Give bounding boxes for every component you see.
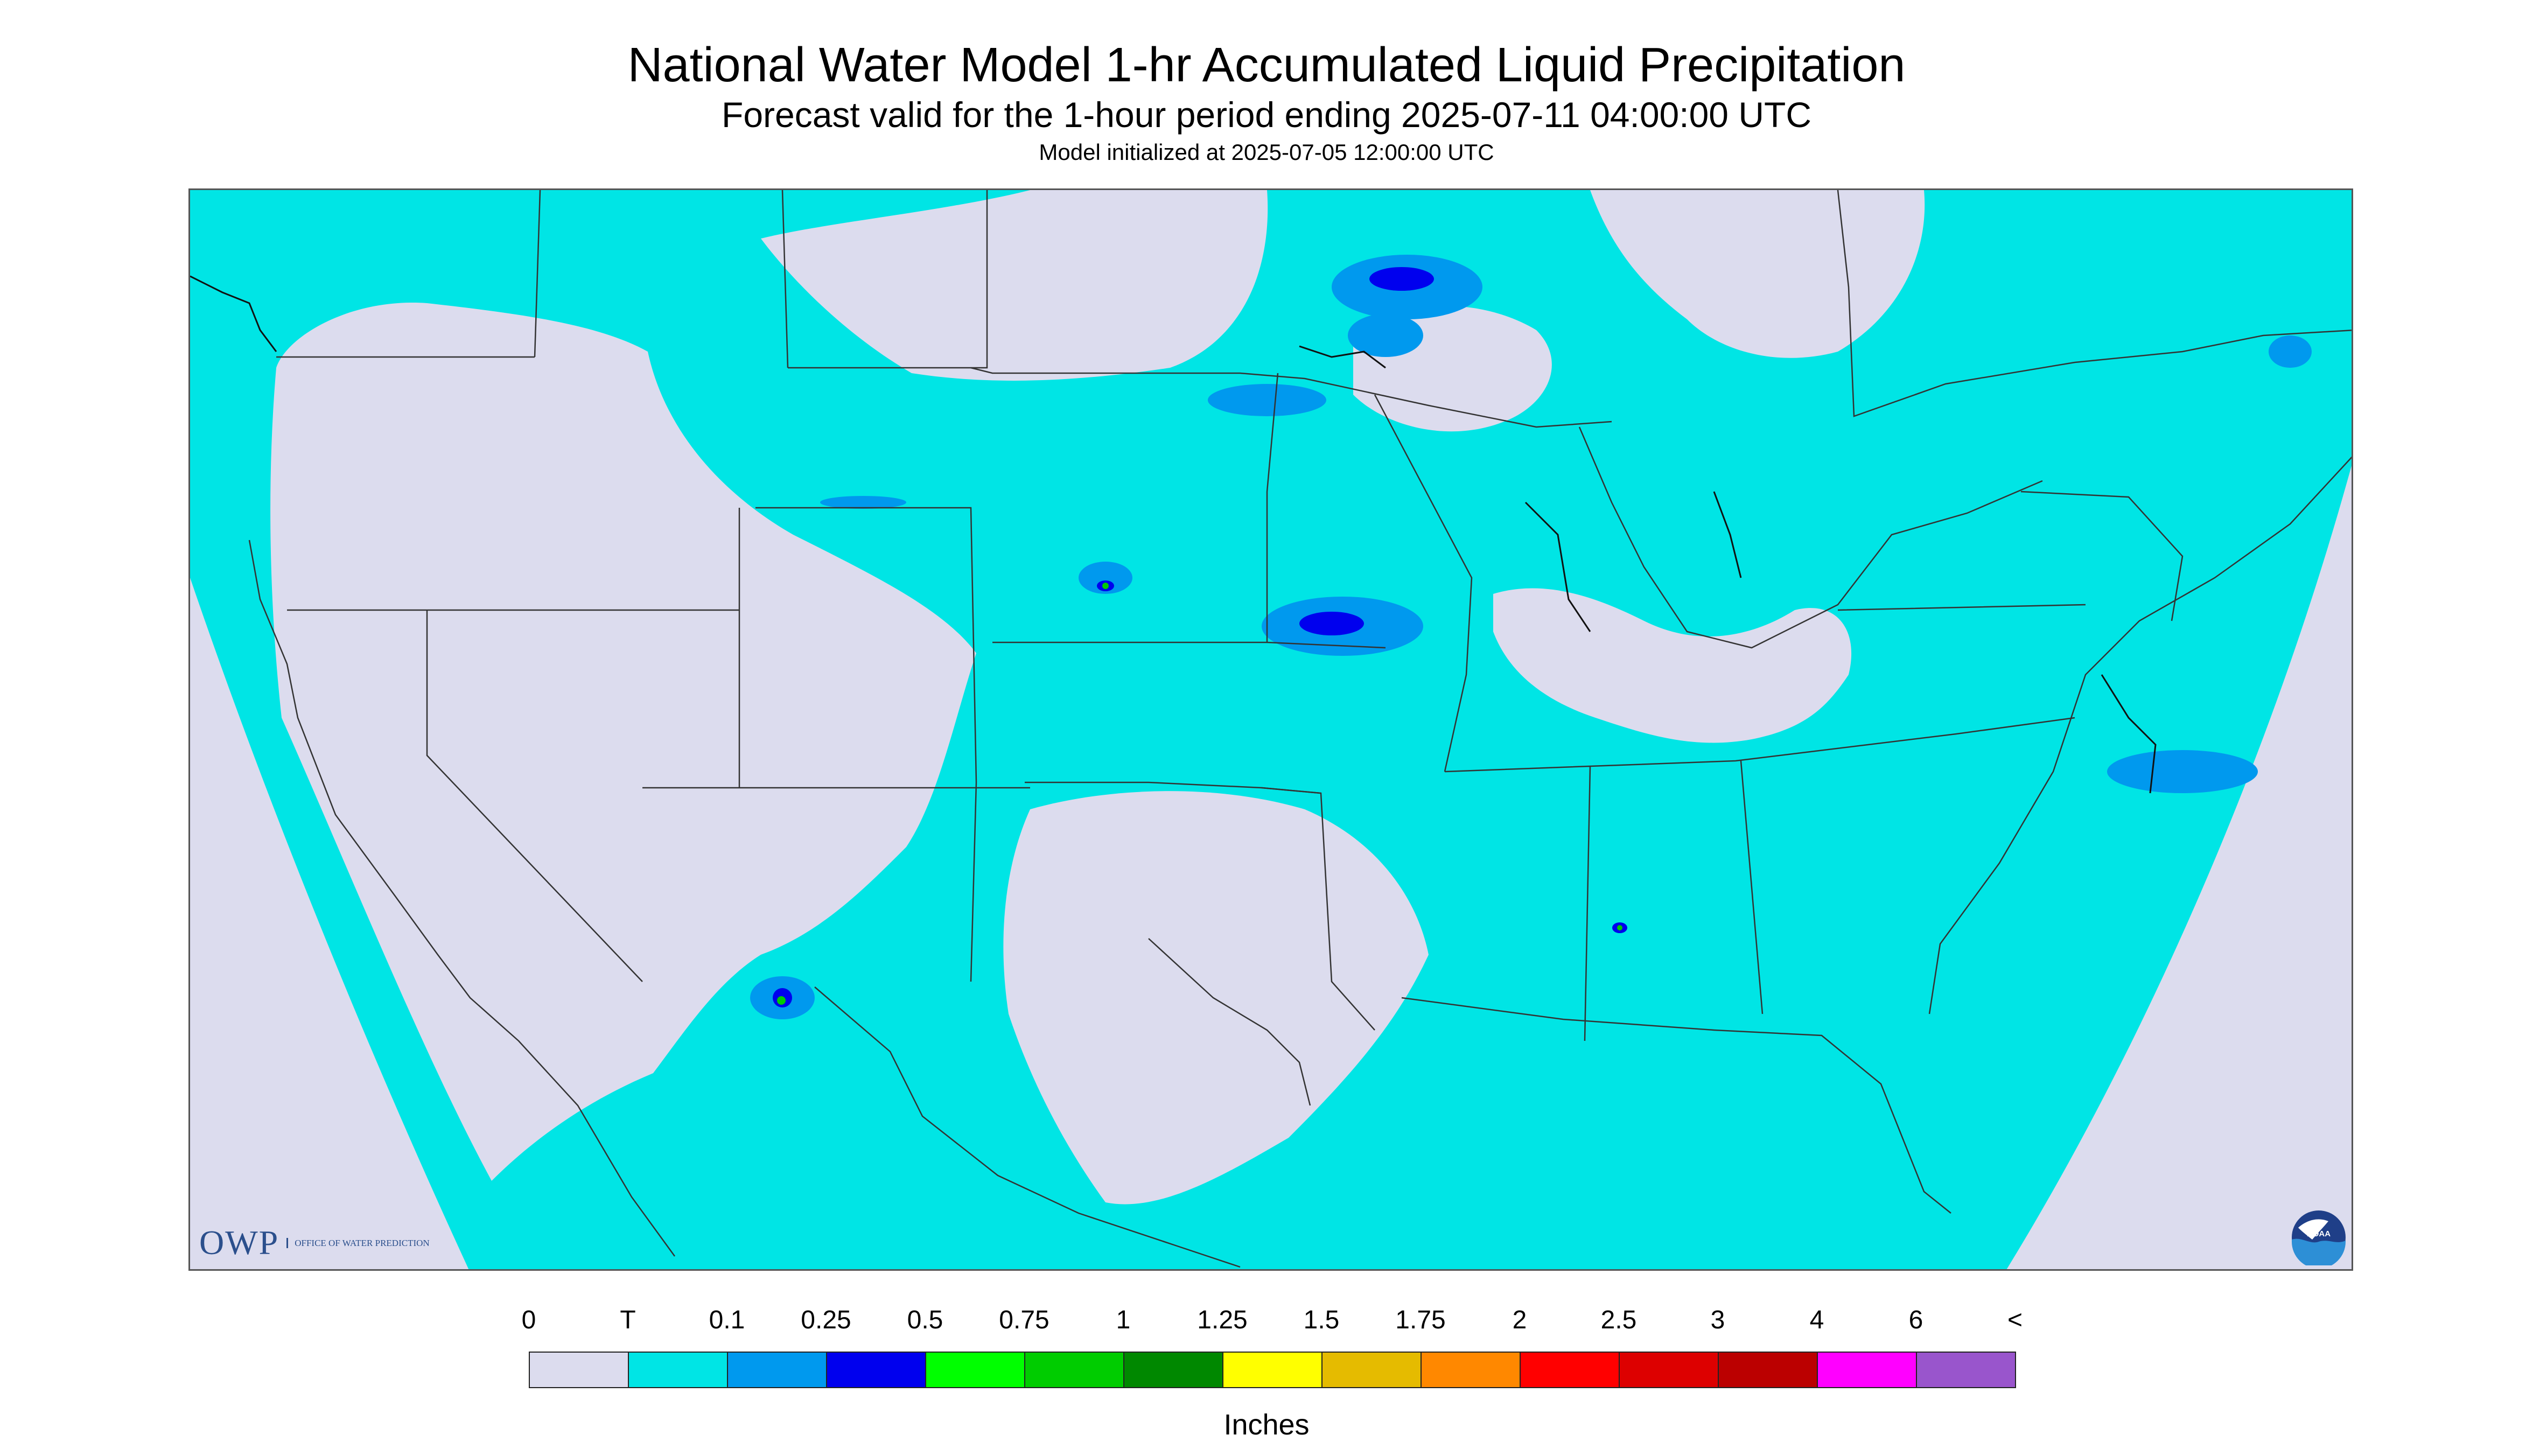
legend-tick-label: 0	[521, 1306, 536, 1334]
map-title: National Water Model 1-hr Accumulated Li…	[627, 38, 1906, 92]
owp-logo-mark: OWP	[199, 1223, 279, 1262]
legend-swatch	[1222, 1352, 1323, 1388]
legend-swatch	[1718, 1352, 1818, 1388]
legend-tick-label: 0.25	[801, 1306, 851, 1334]
legend-tick-label: 3	[1710, 1306, 1725, 1334]
legend-swatch	[1619, 1352, 1719, 1388]
legend-tick-label: <	[2007, 1306, 2023, 1334]
noaa-logo: NOAA	[2292, 1210, 2346, 1265]
precipitation-map	[188, 188, 2353, 1271]
legend-tick-label: 1.75	[1395, 1306, 1446, 1334]
owp-logo-subtitle: OFFICE OF WATER PREDICTION	[286, 1237, 430, 1248]
legend-tick-label: 0.75	[999, 1306, 1049, 1334]
legend-tick-label: 0.5	[907, 1306, 943, 1334]
moderate-precip-cores	[773, 267, 1627, 1007]
legend-swatch	[628, 1352, 728, 1388]
legend-swatch	[826, 1352, 926, 1388]
legend-swatch	[1916, 1352, 2016, 1388]
model-init-caption: Model initialized at 2025-07-05 12:00:00…	[1039, 139, 1494, 165]
legend-tick-label: 1	[1116, 1306, 1131, 1334]
legend-tick-label: 0.1	[709, 1306, 745, 1334]
legend-tick-label: 4	[1809, 1306, 1824, 1334]
legend-color-bar	[529, 1352, 2016, 1391]
model-domain-area	[190, 190, 2352, 1269]
owp-logo: OWP OFFICE OF WATER PREDICTION	[199, 1221, 430, 1264]
legend-swatch	[1817, 1352, 1917, 1388]
legend-tick-label: 1.5	[1303, 1306, 1340, 1334]
legend-swatch	[925, 1352, 1025, 1388]
legend-swatch	[1123, 1352, 1223, 1388]
legend-swatch	[529, 1352, 629, 1388]
legend-tick-label: T	[620, 1306, 636, 1334]
coastline-lines	[190, 275, 2157, 794]
legend-swatch	[1024, 1352, 1124, 1388]
legend-swatch	[727, 1352, 827, 1388]
legend-swatch	[1321, 1352, 1422, 1388]
legend-tick-label: 1.25	[1197, 1306, 1248, 1334]
heavy-precip-cells	[777, 583, 1622, 1005]
legend-tick-label: 2.5	[1600, 1306, 1637, 1334]
legend-units-label: Inches	[1223, 1409, 1310, 1441]
light-precip-patches	[750, 255, 2312, 1019]
legend-tick-label: 2	[1512, 1306, 1527, 1334]
precipitation-map-svg	[190, 190, 2352, 1269]
forecast-valid-subtitle: Forecast valid for the 1-hour period end…	[722, 95, 1811, 135]
legend-tick-label: 6	[1908, 1306, 1923, 1334]
legend-swatch	[1520, 1352, 1620, 1388]
boundary-lines	[248, 190, 2352, 1268]
legend-swatch	[1421, 1352, 1521, 1388]
noaa-logo-text: NOAA	[2307, 1229, 2331, 1238]
